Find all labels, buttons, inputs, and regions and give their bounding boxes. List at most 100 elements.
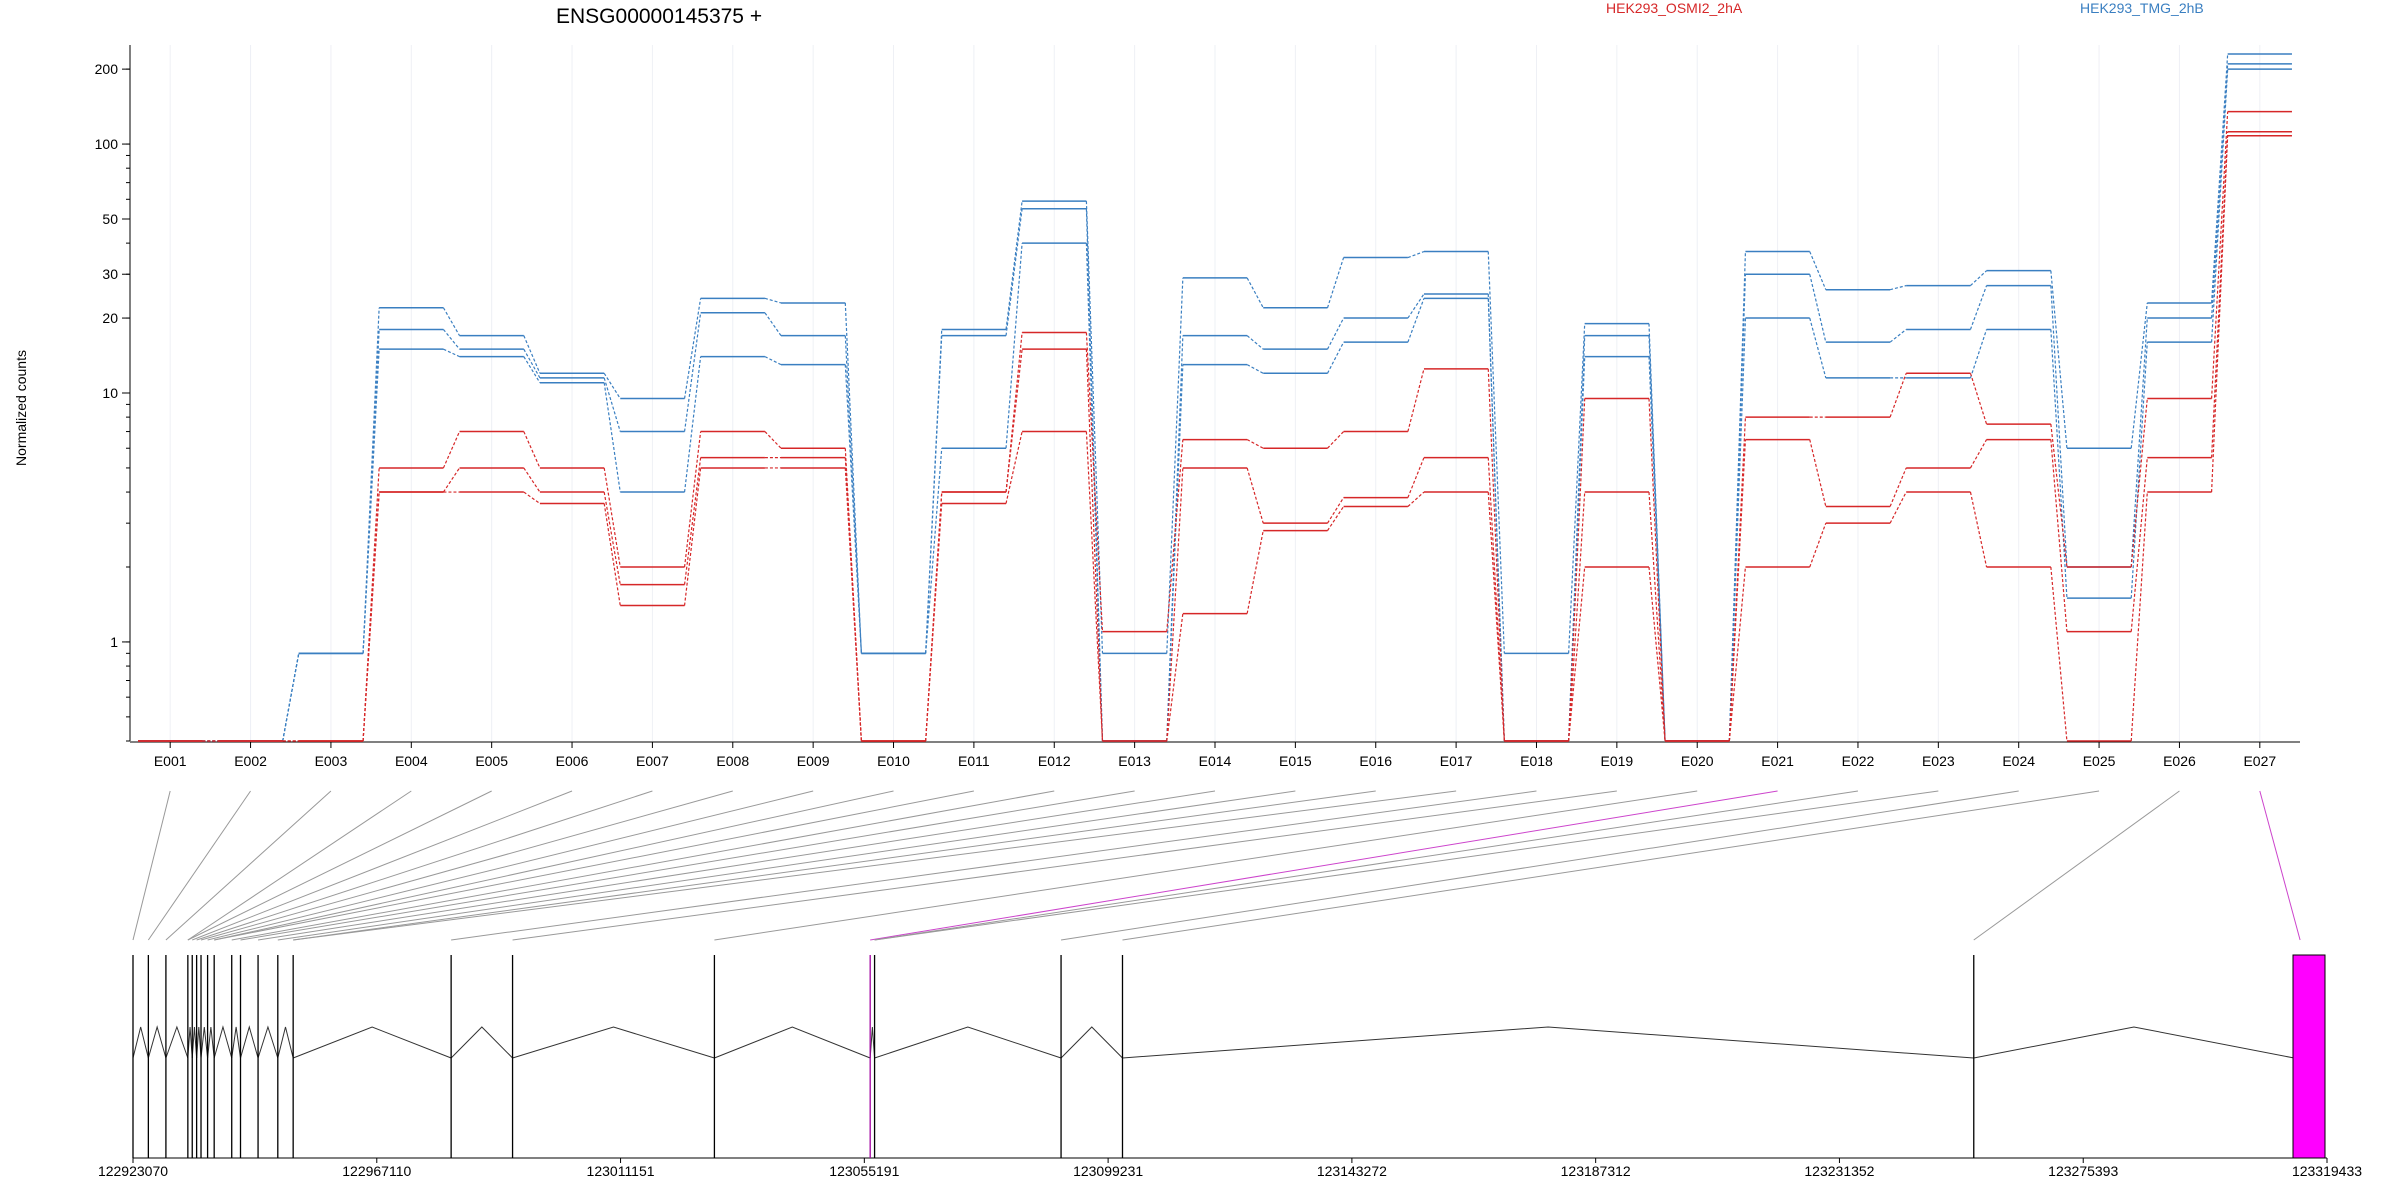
series-connector [1407, 298, 1425, 343]
x-tick-label: E011 [958, 753, 990, 769]
series-connector [362, 349, 380, 654]
series-connector [1809, 251, 1827, 290]
series-connector [2130, 342, 2148, 599]
exon-connector [512, 790, 1617, 941]
series-connector [1005, 243, 1023, 449]
series-connector [1487, 298, 1505, 742]
series-connector [1085, 349, 1104, 742]
genomic-tick-label: 123231352 [1804, 1163, 1874, 1179]
intron-line [292, 1026, 452, 1059]
series-connector [1648, 398, 1666, 742]
series-connector [1969, 439, 1988, 469]
series-connector [1568, 566, 1586, 742]
series-connector [2130, 398, 2148, 568]
series-connector [1487, 251, 1505, 654]
x-tick-label: E010 [877, 753, 910, 769]
y-tick-label: 10 [102, 385, 118, 401]
exon-connector [293, 790, 1376, 941]
exon-connector [257, 790, 1216, 941]
gene-model [132, 954, 2327, 1159]
x-tick-label: E023 [1922, 753, 1955, 769]
series-connector [1648, 566, 1666, 742]
x-tick-label: E026 [2163, 753, 2196, 769]
series-connector [1969, 329, 1988, 379]
series-connector [1970, 270, 1987, 287]
series-connector [1246, 335, 1264, 350]
exon-connector [1060, 790, 2019, 941]
x-tick-label: E001 [154, 753, 187, 769]
exon-connector [192, 790, 573, 941]
x-axis: E001 E002 E003 E004 E005 E006 E007 E008 E009 E010… [130, 741, 2300, 769]
genomic-tick-label: 123011151 [587, 1163, 655, 1179]
series-connector [1327, 431, 1345, 449]
exon-connectors [132, 790, 2301, 941]
series-connector [1969, 285, 1988, 330]
series-connector [2130, 492, 2148, 742]
series-connector [1085, 243, 1104, 742]
genomic-tick-label: 122967110 [342, 1163, 411, 1179]
x-tick-label: E006 [556, 753, 589, 769]
series-connector [1326, 317, 1345, 350]
y-tick-label: 20 [102, 310, 118, 326]
y-tick-label: 30 [102, 266, 118, 282]
genomic-axis: 122923070 122967110 123011151 123055191 1230… [98, 1158, 2362, 1179]
x-tick-label: E017 [1440, 753, 1473, 769]
x-tick-label: E007 [636, 753, 669, 769]
series-connector [1407, 491, 1425, 507]
intron-line [187, 1026, 193, 1059]
series-connector [1407, 457, 1425, 498]
intron-line [165, 1025, 189, 1059]
series-connector [1005, 349, 1023, 493]
series-connector [1246, 277, 1264, 309]
exon-connector [1122, 790, 2100, 941]
y-tick-label: 50 [102, 211, 118, 227]
series-lines [138, 53, 2292, 742]
series-connector [764, 356, 782, 366]
x-tick-label: E012 [1038, 753, 1071, 769]
x-tick-label: E005 [475, 753, 508, 769]
series-connector [764, 297, 782, 304]
series-connector [443, 348, 460, 358]
x-tick-label: E014 [1199, 753, 1232, 769]
y-tick-label: 200 [95, 61, 119, 77]
series-connector [1728, 439, 1747, 742]
genomic-tick-label: 123099231 [1073, 1163, 1143, 1179]
series-connector [1648, 492, 1666, 742]
series-connector [2050, 285, 2068, 568]
series-connector [1969, 491, 1988, 568]
series-connector [2210, 69, 2229, 343]
intron-line [450, 1026, 513, 1059]
x-tick-label: E004 [395, 753, 428, 769]
x-tick-label: E015 [1279, 753, 1312, 769]
exon-connector [132, 790, 171, 941]
series-connector [2210, 111, 2229, 399]
intron-line [874, 1026, 1062, 1059]
legend-label-osmi2: HEK293_OSMI2_2hA [1606, 0, 1743, 16]
series-connector [442, 467, 461, 493]
series-connector [1005, 431, 1023, 504]
series-connector [1648, 356, 1666, 742]
series-connector [1728, 566, 1747, 742]
x-tick-label: E027 [2243, 753, 2276, 769]
series-connector [1487, 368, 1505, 742]
x-tick-label: E016 [1359, 753, 1392, 769]
series-connector [442, 307, 461, 336]
intron-line [132, 1026, 149, 1059]
series-connector [603, 377, 621, 432]
series-connector [1327, 497, 1345, 524]
intron-line [200, 1026, 209, 1059]
series-connector [683, 457, 702, 585]
series-connector [1809, 522, 1827, 568]
y-axis-label: Normalized counts [13, 350, 29, 466]
series-connector [2050, 566, 2068, 742]
series-connector [603, 467, 621, 568]
series-connector [523, 491, 541, 504]
series-connector [2210, 53, 2229, 303]
series-connector [1005, 208, 1023, 336]
series-connector [523, 467, 541, 493]
intron-line [213, 1025, 233, 1059]
exon-connector [293, 790, 1457, 941]
intron-line [257, 1025, 279, 1059]
series-connector [1326, 257, 1345, 308]
